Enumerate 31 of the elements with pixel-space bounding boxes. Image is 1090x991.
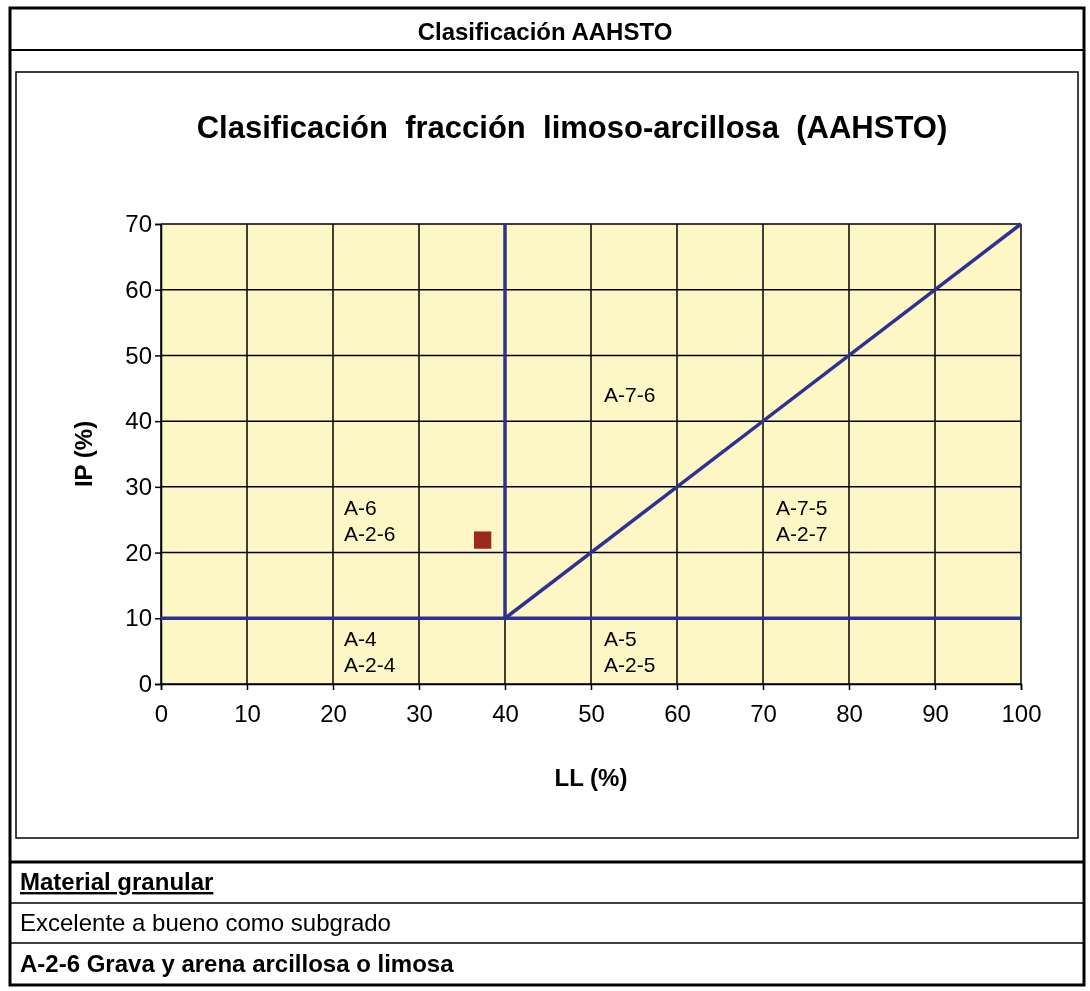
annotation: A-7-6 [604,383,656,406]
x-tick-label: 0 [154,699,169,727]
x-tick-label: 60 [664,699,691,727]
annotation: A-6 A-2-6 [344,496,396,546]
y-tick-label: 30 [125,473,152,501]
y-axis-title: IP (%) [70,420,97,488]
annotation: A-7-5 A-2-7 [776,496,828,546]
text: Excelente a bueno como subgrado [20,909,391,936]
y-tick-label: 50 [125,341,152,369]
x-tick-label: 20 [320,699,347,727]
x-tick-label: 30 [406,699,433,727]
chart-subtitle: Clasificación fracción limoso-arcillosa (AAHSTO) [196,110,948,145]
x-tick-label: 70 [750,699,777,727]
x-tick-label: 10 [234,699,261,727]
y-tick-label: 20 [125,538,152,566]
x-tick-label: 40 [492,699,519,727]
y-tick-label: 60 [125,275,152,303]
annotation: A-4 A-2-4 [344,627,396,677]
annotation: A-5 A-2-5 [604,627,656,677]
x-tick-label: 90 [922,699,949,727]
x-axis-title: LL (%) [554,764,628,791]
y-tick-label: 0 [138,670,152,698]
x-tick-label: 80 [836,699,863,727]
y-tick-label: 70 [125,210,152,238]
y-tick-label: 10 [125,604,152,632]
y-tick-label: 40 [125,407,152,435]
x-tick-label: 50 [578,699,605,727]
text: Material granular [20,868,214,895]
chart-title: Clasificación AAHSTO [417,18,673,45]
x-tick-label: 100 [1001,699,1042,727]
text: A-2-6 Grava y arena arcillosa o limosa [20,950,455,977]
